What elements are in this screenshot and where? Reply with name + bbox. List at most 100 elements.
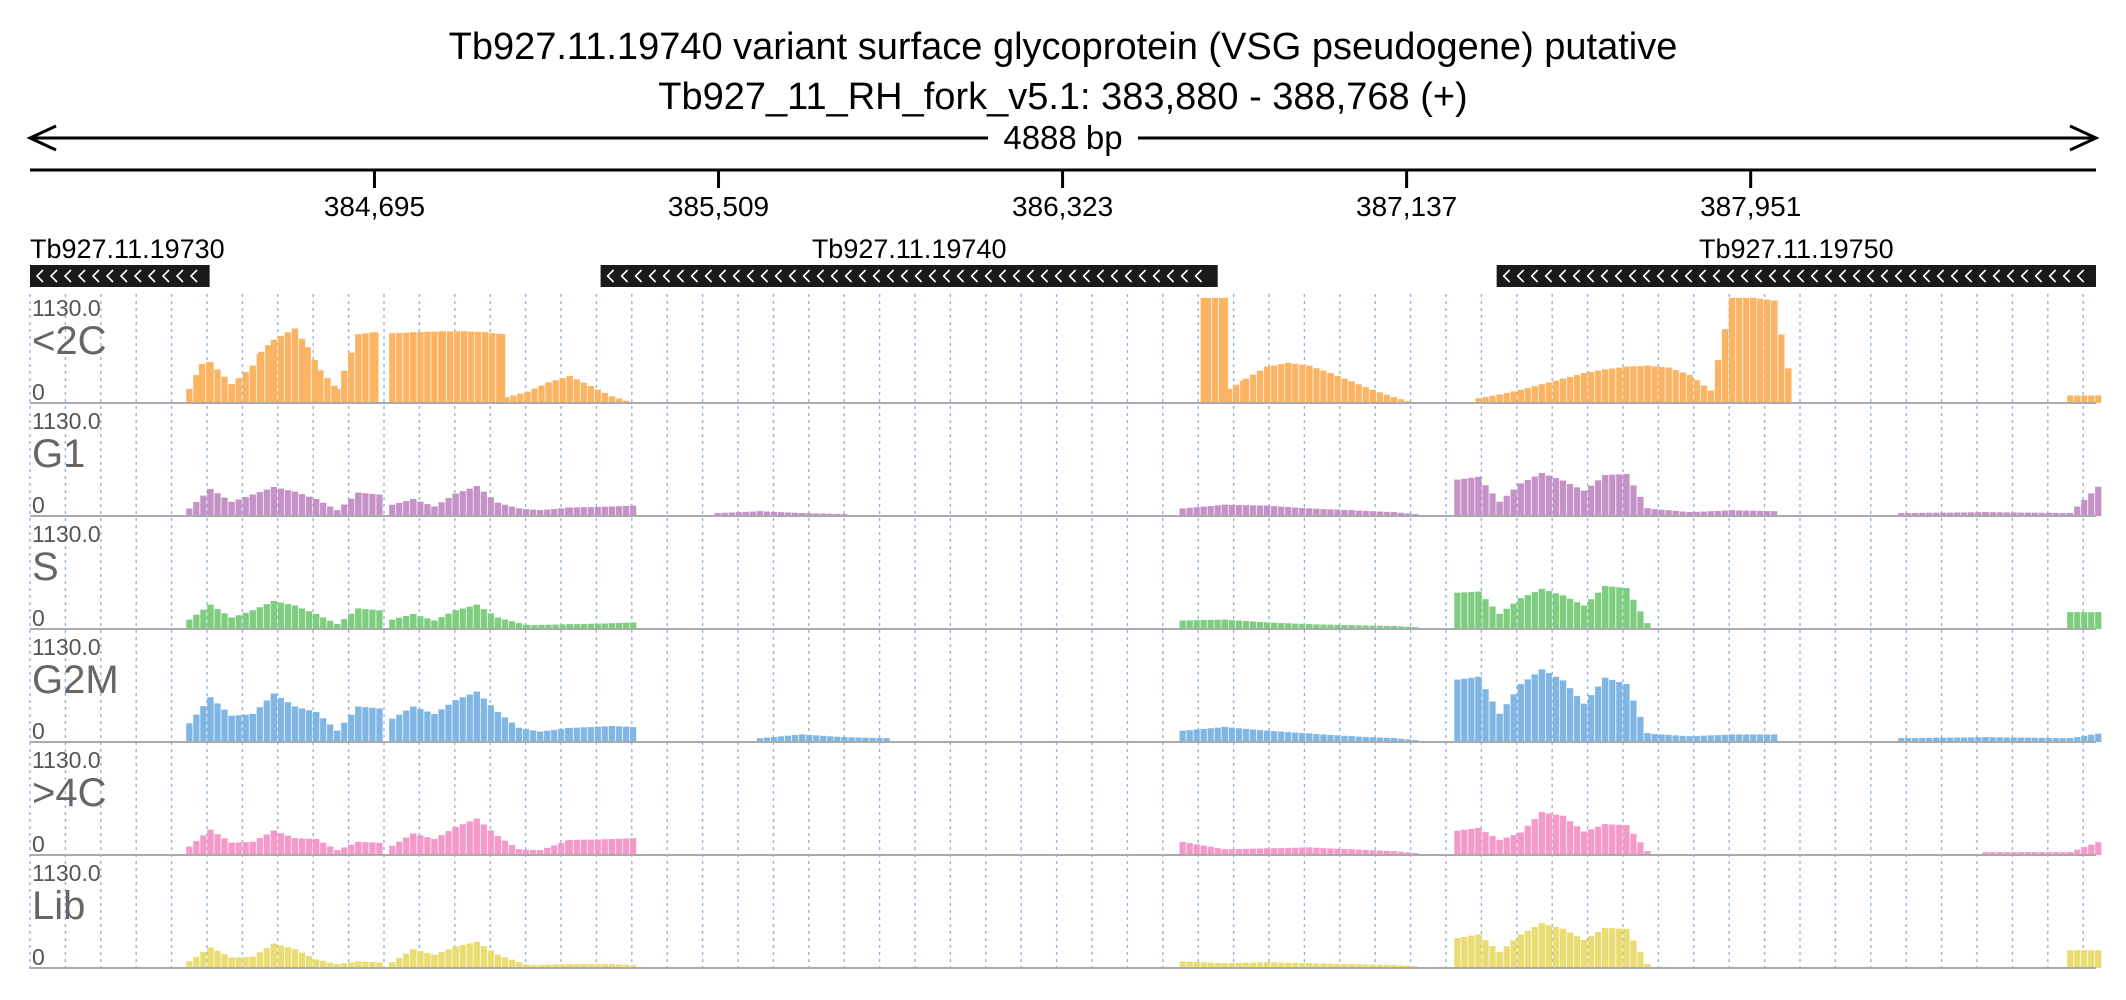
coverage-bar xyxy=(489,332,496,404)
coverage-bar xyxy=(1785,368,1792,404)
coverage-bar xyxy=(1249,505,1257,517)
coverage-bar xyxy=(200,835,207,856)
coverage-bar xyxy=(417,501,424,517)
coverage-bar xyxy=(1503,608,1510,630)
coverage-bar xyxy=(424,837,431,856)
chevron xyxy=(1516,269,1525,283)
coverage-bar xyxy=(2074,612,2081,630)
coverage-bar xyxy=(1454,679,1461,743)
coverage-bar xyxy=(1306,733,1313,743)
coverage-bar xyxy=(459,608,466,630)
chevron xyxy=(1614,269,1623,283)
coverage-bar xyxy=(1503,495,1510,517)
chevron xyxy=(1964,269,1973,283)
coverage-bar xyxy=(341,722,348,743)
coverage-bar xyxy=(1637,611,1644,630)
coverage-bar xyxy=(615,726,623,743)
coverage-bar xyxy=(277,335,285,404)
coverage-bar xyxy=(446,331,454,404)
chevron xyxy=(606,269,615,283)
coverage-bar xyxy=(1658,734,1665,743)
coverage-bar xyxy=(1517,832,1524,856)
coverage-bar xyxy=(403,500,410,517)
coverage-bar xyxy=(305,496,313,517)
coverage-bar xyxy=(319,718,327,743)
coverage-bar xyxy=(326,506,334,517)
coverage-bar xyxy=(1320,370,1327,404)
chevron xyxy=(1628,269,1637,283)
coverage-bar xyxy=(1573,602,1581,630)
coverage-bar xyxy=(1602,927,1609,969)
coverage-bar xyxy=(1580,373,1588,404)
chevron xyxy=(1810,269,1819,283)
coverage-bar xyxy=(1475,591,1482,630)
coverage-bar xyxy=(1602,586,1609,630)
coverage-bar xyxy=(417,616,424,630)
coverage-bar xyxy=(452,699,459,743)
coverage-bar xyxy=(1587,371,1595,404)
coverage-bar xyxy=(1468,591,1475,630)
coverage-segment xyxy=(389,691,637,743)
coverage-segment xyxy=(2067,612,2102,630)
coverage-bar xyxy=(529,730,537,743)
coverage-bar xyxy=(1749,734,1757,743)
coverage-bar xyxy=(298,952,306,969)
chevron xyxy=(1558,269,1567,283)
coverage-bar xyxy=(396,957,403,969)
chevron xyxy=(2020,269,2029,283)
coverage-bar xyxy=(298,608,306,630)
chevron xyxy=(956,269,965,283)
coverage-bar xyxy=(1461,592,1468,630)
chevron xyxy=(1684,269,1693,283)
coverage-bar xyxy=(1616,367,1623,404)
gene-feature: Tb927.11.19730 xyxy=(30,234,225,287)
coverage-bar xyxy=(200,705,207,743)
coverage-bar xyxy=(376,610,383,630)
chevron xyxy=(1908,269,1917,283)
coverage-bar xyxy=(1383,394,1391,404)
chevron xyxy=(1740,269,1749,283)
chevron xyxy=(620,269,629,283)
coverage-bar xyxy=(1454,479,1461,517)
track-ymin: 0 xyxy=(32,831,45,857)
chevron xyxy=(1726,269,1735,283)
coverage-bar xyxy=(270,830,278,856)
track-name: S xyxy=(32,545,59,589)
track-6: 1130.0 0 Lib xyxy=(30,860,2102,970)
coverage-bar xyxy=(348,714,355,743)
chevron xyxy=(746,269,755,283)
coverage-bar xyxy=(1686,374,1694,404)
coverage-bar xyxy=(1573,826,1581,856)
chevron xyxy=(1796,269,1805,283)
coverage-bar xyxy=(242,842,249,856)
coverage-bar xyxy=(1545,475,1553,517)
coverage-bar xyxy=(1291,847,1299,856)
chevron xyxy=(928,269,937,283)
coverage-bar xyxy=(362,333,369,404)
coverage-bar xyxy=(538,385,545,404)
coverage-bar xyxy=(1637,365,1644,404)
coverage-bar xyxy=(608,506,616,517)
coverage-bar xyxy=(622,726,630,743)
chevron xyxy=(788,269,797,283)
coverage-bar xyxy=(1193,729,1200,743)
coverage-bar xyxy=(1313,733,1320,743)
coverage-bar xyxy=(1327,373,1334,404)
coverage-bar xyxy=(291,949,299,969)
coverage-bar xyxy=(1454,938,1461,969)
coverage-bar xyxy=(1559,815,1567,856)
chevron xyxy=(1922,269,1931,283)
coverage-bar xyxy=(1214,847,1221,856)
coverage-bar xyxy=(1566,598,1574,630)
coverage-bar xyxy=(348,613,355,630)
coverage-bar xyxy=(1566,821,1574,856)
coverage-bar xyxy=(389,619,396,630)
chevron xyxy=(2006,269,2015,283)
chevron xyxy=(77,269,86,283)
coverage-bar xyxy=(558,508,565,517)
chevron xyxy=(1110,269,1119,283)
track-ymin: 0 xyxy=(32,944,45,970)
chevron xyxy=(1054,269,1063,283)
coverage-bar xyxy=(228,617,235,630)
coverage-bar xyxy=(452,826,459,856)
